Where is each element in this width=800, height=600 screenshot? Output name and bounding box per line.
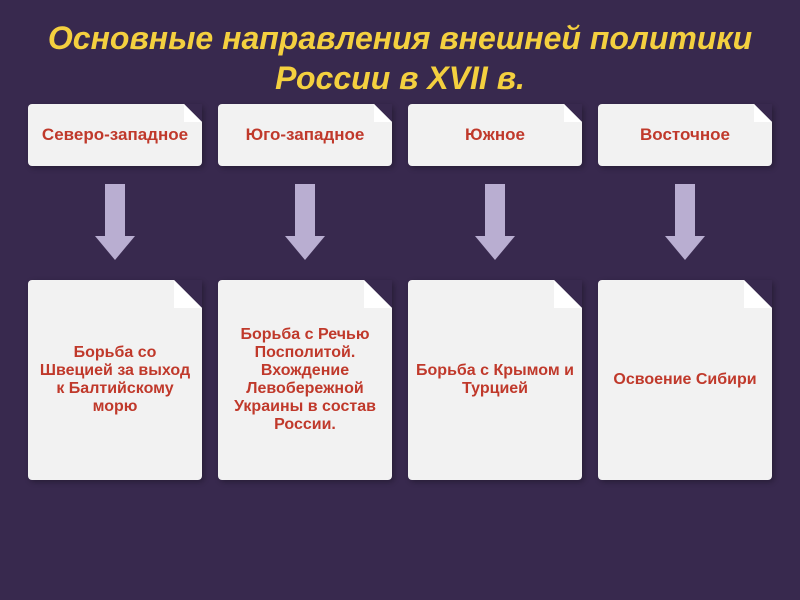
description-text: Борьба со Швецией за выход к Балтийскому… (36, 344, 194, 416)
direction-label: Северо-западное (42, 125, 188, 145)
description-card-east: Освоение Сибири (598, 280, 772, 480)
direction-card-south: Южное (408, 104, 582, 166)
direction-card-northwest: Северо-западное (28, 104, 202, 166)
arrow-icon (95, 184, 135, 260)
column-northwest: Северо-западное Борьба со Швецией за вых… (28, 104, 202, 480)
description-card-south: Борьба с Крымом и Турцией (408, 280, 582, 480)
diagram-title: Основные направления внешней политики Ро… (0, 0, 800, 104)
arrow-icon (475, 184, 515, 260)
description-text: Борьба с Речью Посполитой. Вхождение Лев… (226, 326, 384, 434)
description-card-northwest: Борьба со Швецией за выход к Балтийскому… (28, 280, 202, 480)
direction-label: Южное (465, 125, 525, 145)
column-southwest: Юго-западное Борьба с Речью Посполитой. … (218, 104, 392, 480)
description-card-southwest: Борьба с Речью Посполитой. Вхождение Лев… (218, 280, 392, 480)
direction-label: Юго-западное (246, 125, 365, 145)
direction-card-east: Восточное (598, 104, 772, 166)
direction-label: Восточное (640, 125, 730, 145)
direction-card-southwest: Юго-западное (218, 104, 392, 166)
arrow-icon (285, 184, 325, 260)
arrow-icon (665, 184, 705, 260)
columns-container: Северо-западное Борьба со Швецией за вых… (0, 104, 800, 480)
description-text: Борьба с Крымом и Турцией (416, 362, 574, 398)
column-south: Южное Борьба с Крымом и Турцией (408, 104, 582, 480)
description-text: Освоение Сибири (613, 371, 756, 389)
column-east: Восточное Освоение Сибири (598, 104, 772, 480)
